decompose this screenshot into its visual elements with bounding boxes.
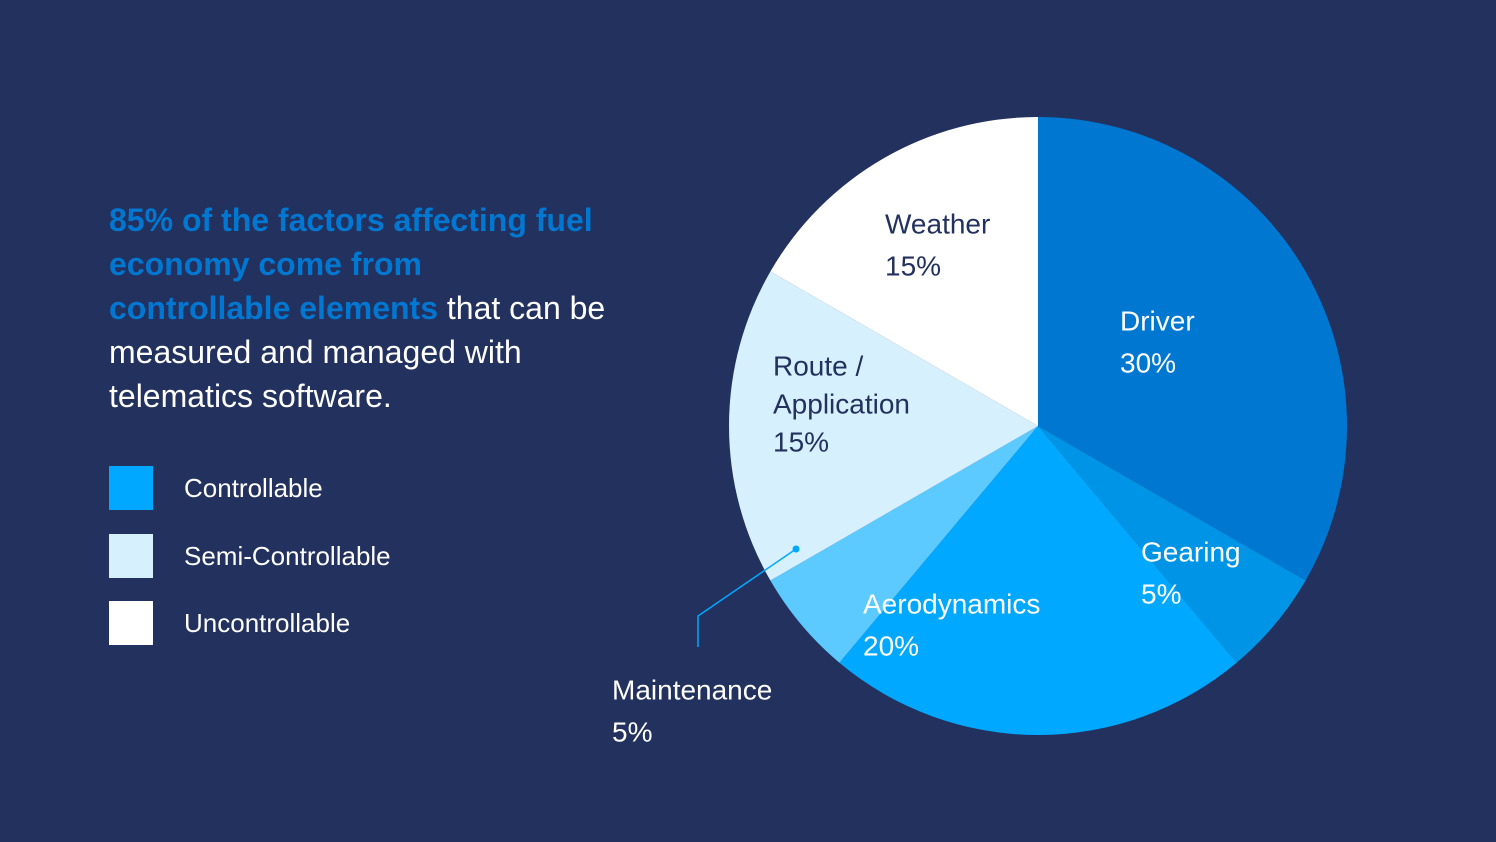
legend-label-controllable: Controllable (184, 472, 323, 503)
pie-value-aerodynamics: 20% (863, 630, 919, 661)
pie-slice-aerodynamics (839, 426, 1237, 736)
pie-label-maintenance: Maintenance (612, 674, 772, 705)
legend-swatch-semi-controllable (109, 534, 153, 578)
headline-highlight: 85% of the factors affecting fuel econom… (109, 202, 593, 326)
legend-label-uncontrollable: Uncontrollable (184, 607, 351, 638)
legend-swatch-controllable (109, 466, 153, 510)
legend-item-controllable: Controllable (109, 466, 509, 510)
pie-label-gearing: Gearing (1141, 536, 1241, 567)
pie-label-driver: Driver (1120, 305, 1195, 336)
legend-label-semi-controllable: Semi-Controllable (184, 540, 391, 571)
pie-label-weather: Weather (885, 208, 990, 239)
pie-value-route-application: 15% (773, 426, 829, 457)
pie-label-aerodynamics: Aerodynamics (863, 588, 1040, 619)
pie-value-driver: 30% (1120, 347, 1176, 378)
pie-value-maintenance: 5% (612, 716, 652, 747)
pie-slice-maintenance (770, 426, 1038, 663)
pie-slice-route-application (729, 271, 1038, 581)
pie-value-gearing: 5% (1141, 578, 1181, 609)
legend-item-semi-controllable: Semi-Controllable (109, 534, 509, 578)
pie-value-weather: 15% (885, 250, 941, 281)
legend-item-uncontrollable: Uncontrollable (109, 601, 509, 645)
maintenance-leader-dot (792, 545, 800, 553)
pie-slice-weather (770, 117, 1038, 426)
headline: 85% of the factors affecting fuel econom… (109, 198, 609, 418)
headline-rest: that can be measured and managed with te… (109, 290, 606, 414)
maintenance-leader-line (697, 548, 797, 647)
legend-swatch-uncontrollable (109, 601, 153, 645)
pie-slice-driver (1038, 117, 1347, 581)
pie-slice-gearing (1038, 426, 1306, 663)
pie-label-route-application-line-2: Application (773, 388, 910, 419)
pie-label-route-application-line-1: Route / (773, 350, 863, 381)
